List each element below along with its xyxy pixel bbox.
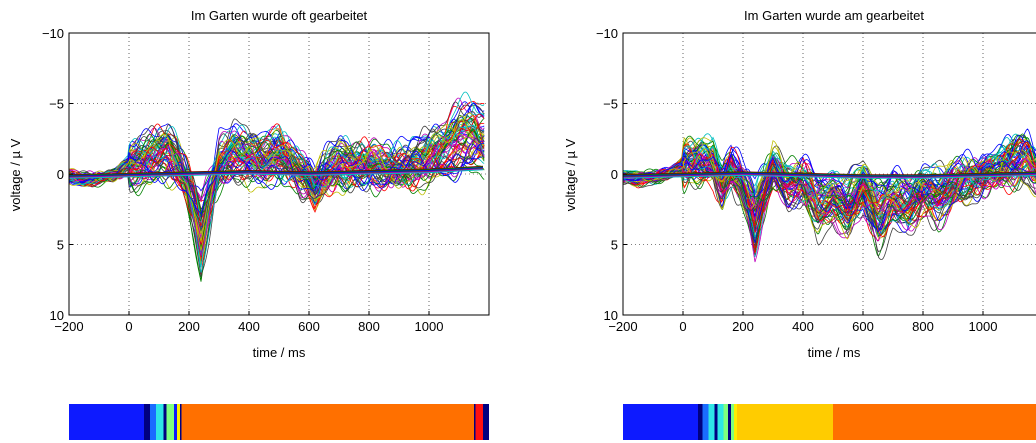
colorbar-segment <box>702 404 709 440</box>
colorbar-segment <box>181 404 474 440</box>
colorbar-segment <box>474 404 476 440</box>
flat-trace <box>69 165 484 176</box>
flat-trace <box>623 174 1036 179</box>
x-tick-label: 1000 <box>415 319 444 334</box>
colorbar-segment <box>723 404 728 440</box>
erp-trace <box>69 104 485 278</box>
x-axis-label: time / ms <box>808 345 861 360</box>
x-axis-label: time / ms <box>253 345 306 360</box>
erp-trace <box>69 91 485 268</box>
x-tick-label: 0 <box>679 319 686 334</box>
y-axis-label: voltage / µ V <box>563 138 578 211</box>
colorbar-segment <box>174 404 177 440</box>
colorbar-segment <box>144 404 150 440</box>
x-tick-label: 600 <box>298 319 320 334</box>
colorbar-segment <box>698 404 703 440</box>
flat-trace <box>623 172 1036 177</box>
erp-trace <box>623 165 1036 230</box>
x-tick-label: 0 <box>125 319 132 334</box>
erp-panel-am: Im Garten wurde am gearbeitet voltage / … <box>563 8 1036 440</box>
erp-trace <box>69 129 485 222</box>
colorbar-segment <box>734 404 737 440</box>
erp-trace <box>69 140 485 227</box>
colorbar-segment <box>717 404 724 440</box>
erp-trace <box>623 134 1036 209</box>
y-axis-label: voltage / µ V <box>8 138 23 211</box>
colorbar-segment <box>166 404 174 440</box>
colorbar-segment <box>163 404 167 440</box>
y-tick-label: −10 <box>42 26 64 41</box>
colorbar-segment <box>483 404 489 440</box>
erp-trace <box>69 120 485 257</box>
erp-trace <box>623 133 1036 244</box>
erp-trace <box>69 142 485 215</box>
erp-trace <box>69 114 485 282</box>
y-tick-label: 10 <box>604 308 618 323</box>
erp-trace <box>69 147 485 210</box>
colorbar-segment <box>177 404 180 440</box>
traces <box>69 91 485 282</box>
colorbar-segment <box>714 404 718 440</box>
erp-trace <box>69 129 485 240</box>
erp-trace <box>623 138 1036 238</box>
colorbar-segment <box>156 404 164 440</box>
erp-trace <box>69 140 485 202</box>
colorbar-segment <box>728 404 731 440</box>
x-tick-label: 400 <box>238 319 260 334</box>
y-tick-label: −5 <box>603 97 618 112</box>
y-tick-label: 5 <box>611 238 618 253</box>
flat-trace <box>623 171 1036 176</box>
y-tick-label: 0 <box>57 167 64 182</box>
colorbar-segment <box>475 404 483 440</box>
erp-trace <box>69 97 485 238</box>
erp-trace <box>69 113 485 227</box>
erp-panel-oft: Im Garten wurde oft gearbeitet voltage /… <box>8 8 490 440</box>
erp-trace <box>623 143 1036 206</box>
flat-trace <box>69 169 484 179</box>
erp-trace <box>69 125 485 225</box>
erp-trace <box>69 134 485 256</box>
x-tick-label: 1000 <box>969 319 998 334</box>
erp-trace <box>623 136 1036 230</box>
colorbar-segment <box>731 404 734 440</box>
flat-trace <box>623 173 1036 178</box>
x-tick-label: −200 <box>54 319 83 334</box>
x-tick-label: 600 <box>852 319 874 334</box>
colorbar-segment <box>623 404 698 440</box>
x-tick-label: 200 <box>732 319 754 334</box>
x-tick-label: 800 <box>358 319 380 334</box>
colorbar-segment <box>69 404 144 440</box>
x-tick-label: 400 <box>792 319 814 334</box>
erp-trace <box>69 117 485 281</box>
colorbar-segment <box>908 404 1036 440</box>
colorbar-segment <box>150 404 156 440</box>
erp-trace <box>69 116 485 215</box>
erp-trace <box>623 156 1036 242</box>
x-tick-label: 200 <box>178 319 200 334</box>
flat-trace <box>623 174 1036 178</box>
erp-trace <box>623 141 1036 234</box>
erp-trace <box>69 112 485 266</box>
colorbar-segment <box>180 404 182 440</box>
y-tick-label: 0 <box>611 167 618 182</box>
flat-trace <box>69 167 484 178</box>
colorbar-segment <box>708 404 715 440</box>
x-tick-label: −200 <box>608 319 637 334</box>
traces <box>623 128 1036 263</box>
erp-trace <box>623 128 1036 233</box>
y-tick-label: 5 <box>57 238 64 253</box>
y-tick-label: −10 <box>596 26 618 41</box>
flat-trace <box>623 172 1036 176</box>
flat-trace <box>69 168 484 178</box>
colorbar-segment <box>833 404 908 440</box>
colorbar-segment <box>737 404 833 440</box>
flat-trace <box>69 167 484 177</box>
y-tick-label: −5 <box>49 97 64 112</box>
y-tick-label: 10 <box>50 308 64 323</box>
chart-title: Im Garten wurde oft gearbeitet <box>191 8 368 23</box>
flat-trace <box>69 166 484 176</box>
chart-title: Im Garten wurde am gearbeitet <box>744 8 924 23</box>
x-tick-label: 800 <box>912 319 934 334</box>
